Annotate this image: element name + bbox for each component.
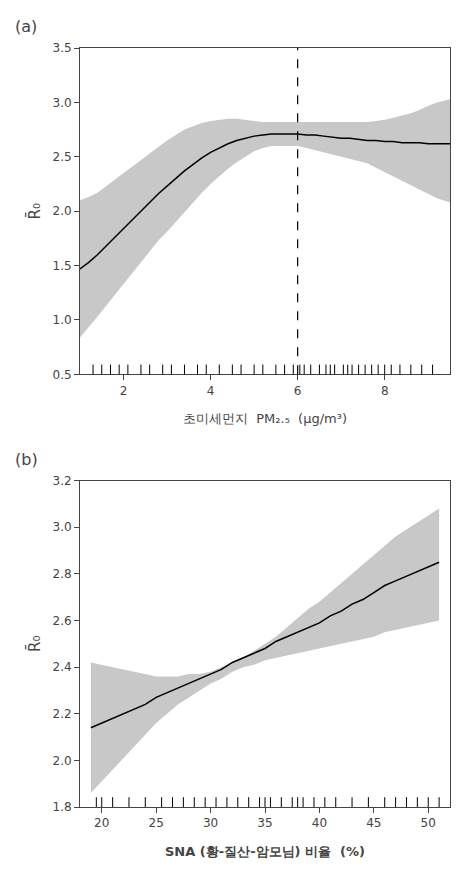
svg-text:2.8: 2.8 (53, 567, 72, 581)
svg-text:8: 8 (381, 384, 389, 398)
svg-text:3.0: 3.0 (53, 520, 72, 534)
svg-text:R̄₀: R̄₀ (25, 203, 44, 219)
svg-text:3.5: 3.5 (53, 41, 72, 55)
svg-text:(a): (a) (15, 17, 37, 36)
svg-text:2: 2 (120, 384, 128, 398)
svg-text:2.5: 2.5 (53, 150, 72, 164)
svg-text:50: 50 (421, 816, 436, 830)
svg-text:0.5: 0.5 (53, 368, 72, 382)
svg-text:30: 30 (203, 816, 218, 830)
svg-text:45: 45 (366, 816, 381, 830)
svg-text:2.0: 2.0 (53, 754, 72, 768)
svg-text:20: 20 (94, 816, 109, 830)
svg-text:SNA (황-질산-암모님) 비율 (%): SNA (황-질산-암모님) 비율 (%) (165, 844, 365, 859)
svg-text:2.4: 2.4 (53, 660, 72, 674)
svg-text:40: 40 (312, 816, 327, 830)
svg-text:1.0: 1.0 (53, 313, 72, 327)
svg-text:(b): (b) (15, 450, 38, 469)
svg-text:1.8: 1.8 (53, 800, 72, 814)
svg-text:25: 25 (149, 816, 164, 830)
svg-text:초미세먼지 PM₂.₅ (μg/m³): 초미세먼지 PM₂.₅ (μg/m³) (183, 411, 347, 426)
svg-text:6: 6 (294, 384, 302, 398)
svg-text:1.5: 1.5 (53, 259, 72, 273)
svg-text:R̄₀: R̄₀ (25, 636, 44, 652)
svg-text:2.2: 2.2 (53, 707, 72, 721)
svg-text:4: 4 (207, 384, 215, 398)
svg-text:3.2: 3.2 (53, 474, 72, 488)
svg-text:35: 35 (257, 816, 272, 830)
svg-text:3.0: 3.0 (53, 96, 72, 110)
svg-text:2.0: 2.0 (53, 204, 72, 218)
svg-text:2.6: 2.6 (53, 614, 72, 628)
